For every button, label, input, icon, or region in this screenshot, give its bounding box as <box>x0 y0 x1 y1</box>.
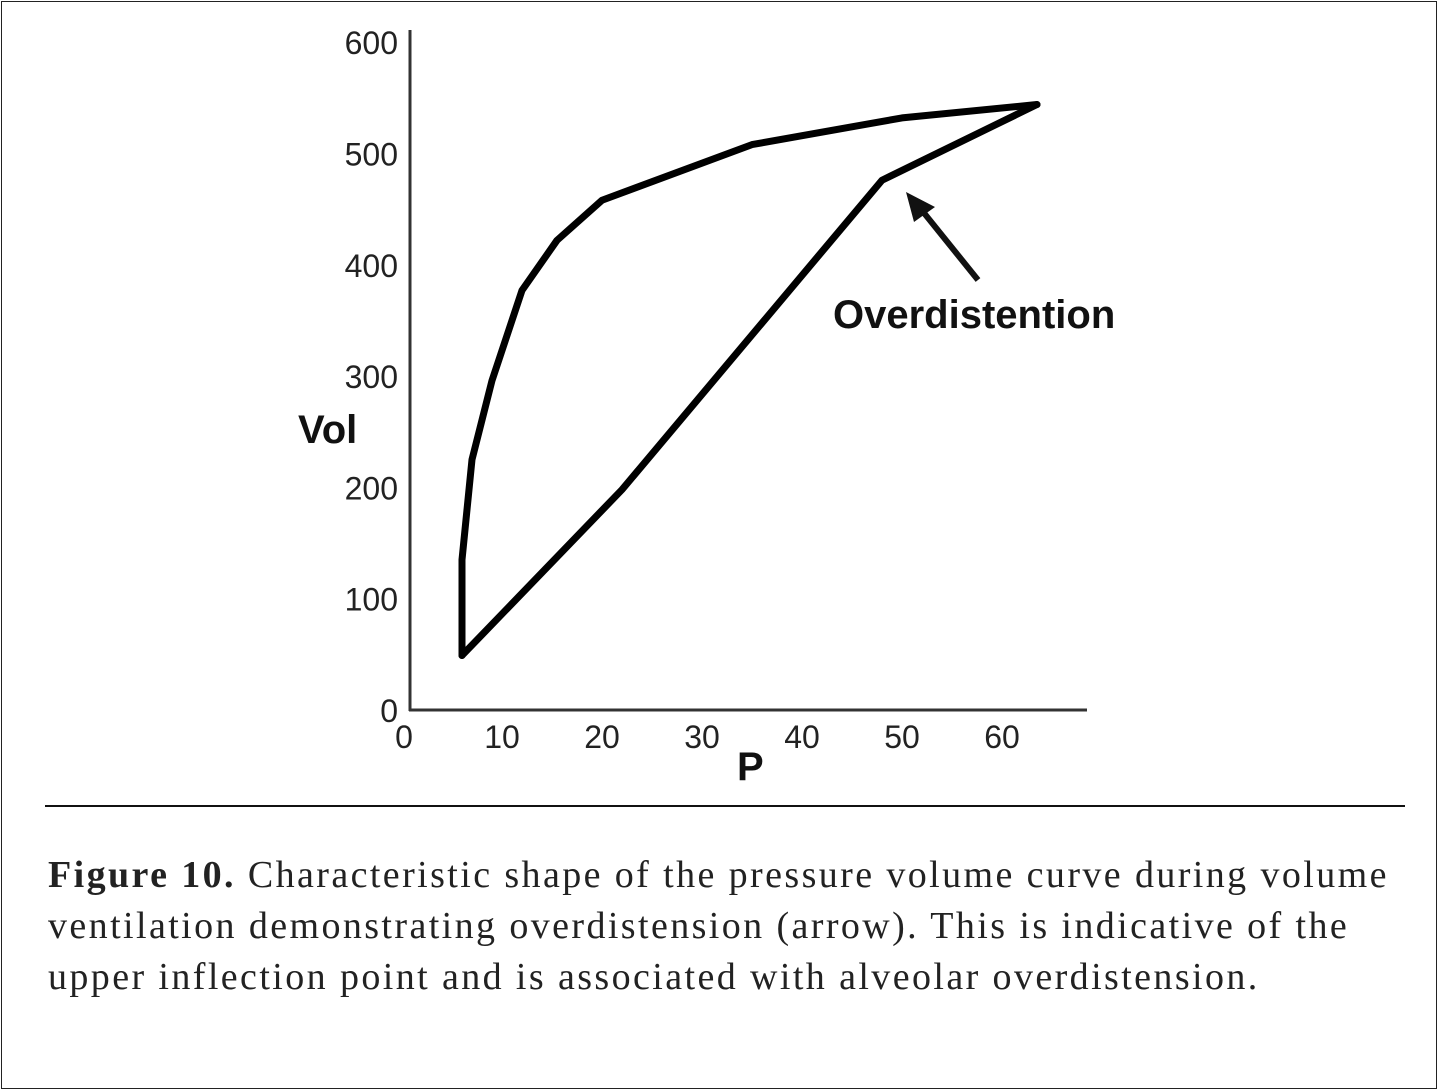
x-tick-label: 50 <box>884 719 920 755</box>
x-tick-label: 0 <box>395 719 413 755</box>
y-tick-label: 0 <box>380 693 398 729</box>
deflation-limb-line <box>458 101 1041 659</box>
arrow-icon <box>906 192 981 282</box>
annotation-overdistention: Overdistention <box>833 293 1115 337</box>
caption-label: Figure 10. <box>48 854 236 896</box>
inflation-limb-line <box>458 101 1041 659</box>
y-tick-label: 400 <box>345 248 398 284</box>
y-axis-label: Vol <box>298 408 357 452</box>
y-tick-label: 100 <box>345 582 398 618</box>
y-tick-label: 500 <box>345 137 398 173</box>
y-tick-label: 200 <box>345 470 398 506</box>
y-tick-label: 300 <box>345 359 398 395</box>
caption-divider <box>45 805 1405 807</box>
x-tick-label: 40 <box>784 719 820 755</box>
x-tick-label: 20 <box>584 719 620 755</box>
figure-caption: Figure 10. Characteristic shape of the p… <box>48 850 1418 1003</box>
pressure-volume-chart: 0 100 200 300 400 500 600 0 10 20 30 40 50 60 Vol P O… <box>298 25 1115 789</box>
x-tick-label: 60 <box>984 719 1020 755</box>
x-tick-label: 10 <box>484 719 520 755</box>
caption-text: Characteristic shape of the pressure vol… <box>48 854 1389 998</box>
x-axis-label: P <box>737 745 764 789</box>
y-tick-label: 600 <box>345 25 398 61</box>
x-tick-label: 30 <box>684 719 720 755</box>
